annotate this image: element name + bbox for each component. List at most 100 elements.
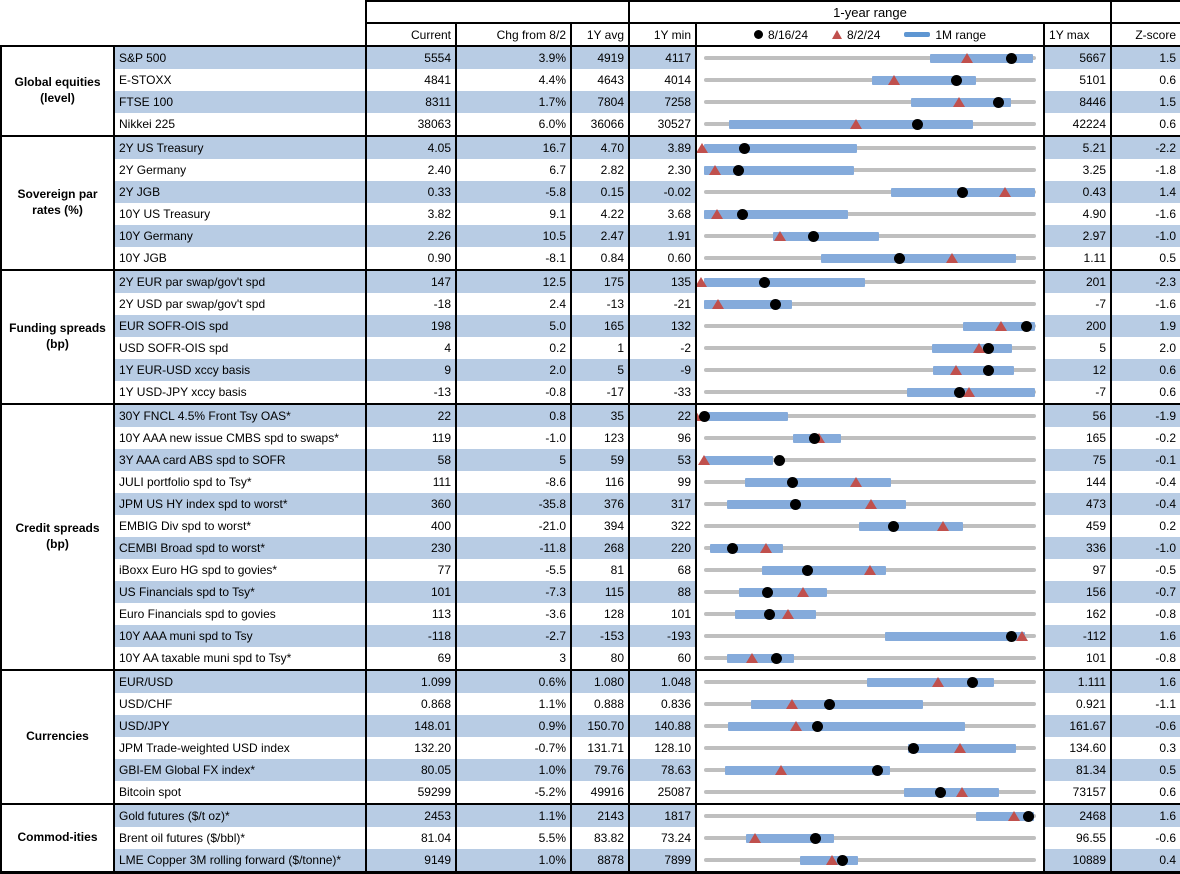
chg-from-8-2-value: -5.8: [455, 181, 571, 203]
row-label: 3Y AAA card ABS spd to SOFR: [113, 449, 366, 471]
chg-from-8-2-value: -7.3: [455, 581, 571, 603]
one-month-range-bar: [704, 143, 858, 153]
chg-from-8-2-value: 0.8: [455, 403, 571, 427]
one-month-range-bar: [745, 477, 891, 487]
range-cell: [695, 449, 1045, 471]
row-label: GBI-EM Global FX index*: [113, 759, 366, 781]
1y-max-value: 2468: [1043, 803, 1112, 827]
1y-avg-value: 175: [569, 269, 630, 293]
table-row: 1Y EUR-USD xccy basis 9 2.0 5 -9 12 0.6: [1, 359, 1180, 381]
1y-min-value: 73.24: [628, 827, 697, 849]
1y-max-value: 5.21: [1043, 135, 1112, 159]
col-header-z-score: Z-score: [1110, 22, 1180, 47]
range-cell: [695, 91, 1045, 113]
1y-min-value: 0.60: [628, 247, 697, 270]
range-track: [704, 100, 1037, 104]
1y-min-value: 78.63: [628, 759, 697, 781]
1y-max-value: 134.60: [1043, 737, 1112, 759]
current-value: 0.33: [365, 181, 456, 203]
header-spacer: [1, 1, 366, 23]
current-dot-marker: [763, 608, 775, 620]
current-value: -118: [365, 625, 456, 647]
range-track: [704, 324, 1037, 328]
one-month-range-bar: [738, 587, 828, 597]
row-label: E-STOXX: [113, 69, 366, 91]
range-cell: [695, 759, 1045, 781]
one-month-range-bar: [931, 343, 1013, 353]
current-dot-marker: [1005, 630, 1017, 642]
1y-max-value: -112: [1043, 625, 1112, 647]
current-value: 132.20: [365, 737, 456, 759]
1y-max-value: 0.921: [1043, 693, 1112, 715]
row-label: 10Y AAA muni spd to Tsy: [113, 625, 366, 647]
current-value: 113: [365, 603, 456, 625]
group-label: Currencies: [0, 669, 115, 804]
current-dot-marker: [790, 498, 801, 510]
1y-avg-value: 0.15: [569, 181, 630, 203]
current-value: 59299: [365, 781, 456, 804]
table-row: 2Y JGB 0.33 -5.8 0.15 -0.02 0.43 1.4: [1, 181, 1180, 203]
row-label: S&P 500: [113, 45, 366, 69]
z-score-value: 2.0: [1110, 337, 1180, 359]
chg-from-8-2-value: 5.5%: [455, 827, 571, 849]
1y-max-value: -7: [1043, 381, 1112, 404]
chg-from-8-2-value: 5.0: [455, 315, 571, 337]
1y-avg-value: -13: [569, 293, 630, 315]
table-row: EMBIG Div spd to worst* 400 -21.0 394 322 459…: [1, 515, 1180, 537]
1y-avg-value: 2.47: [569, 225, 630, 247]
chart-legend: 8/16/24 8/2/24 1M range: [695, 22, 1046, 47]
row-label: 10Y JGB: [113, 247, 366, 270]
z-score-value: 0.5: [1110, 247, 1180, 270]
range-cell: [695, 715, 1045, 737]
current-value: 3.82: [365, 203, 456, 225]
current-value: 81.04: [365, 827, 456, 849]
current-dot-marker: [1022, 810, 1034, 822]
row-label: Nikkei 225: [113, 113, 366, 136]
current-dot-marker: [736, 208, 748, 220]
prior-triangle-marker: [774, 765, 787, 775]
1y-avg-value: 2.82: [569, 159, 630, 181]
one-month-range-bar: [867, 677, 994, 687]
z-score-value: 1.5: [1110, 45, 1180, 69]
1y-max-value: 1.111: [1043, 669, 1112, 693]
table-row: 10Y Germany 2.26 10.5 2.47 1.91 2.97 -1.0: [1, 225, 1180, 247]
one-month-range-bar: [933, 365, 1014, 375]
prior-triangle-marker: [931, 677, 944, 687]
1y-min-value: 3.68: [628, 203, 697, 225]
1y-min-value: 99: [628, 471, 697, 493]
row-label: EUR SOFR-OIS spd: [113, 315, 366, 337]
1y-min-value: 220: [628, 537, 697, 559]
current-dot-marker: [773, 454, 785, 466]
current-dot-marker: [983, 342, 995, 354]
one-month-range-bar: [704, 411, 788, 421]
prior-triangle-marker: [709, 165, 722, 175]
chg-from-8-2-value: 0.6%: [455, 669, 571, 693]
table-row: 1Y USD-JPY xccy basis -13 -0.8 -17 -33 -7 0.6: [1, 381, 1180, 404]
table-row: 10Y AAA muni spd to Tsy -118 -2.7 -153 -193 -…: [1, 625, 1180, 647]
current-dot-marker: [808, 230, 820, 242]
chg-from-8-2-value: 6.7: [455, 159, 571, 181]
1y-max-value: 459: [1043, 515, 1112, 537]
z-score-value: 1.6: [1110, 669, 1180, 693]
z-score-value: 0.6: [1110, 113, 1180, 136]
1y-avg-value: 123: [569, 427, 630, 449]
prior-triangle-marker: [972, 343, 985, 353]
1y-min-value: 88: [628, 581, 697, 603]
current-dot-marker: [761, 586, 773, 598]
1y-avg-value: -153: [569, 625, 630, 647]
prior-triangle-marker: [746, 653, 759, 663]
current-value: 5554: [365, 45, 456, 69]
current-dot-marker: [967, 676, 979, 688]
range-cell: [695, 693, 1045, 715]
z-score-value: -1.0: [1110, 225, 1180, 247]
1y-max-value: 5667: [1043, 45, 1112, 69]
1y-max-value: 3.25: [1043, 159, 1112, 181]
1y-avg-value: 59: [569, 449, 630, 471]
current-dot-marker: [812, 720, 824, 732]
table-row: 10Y US Treasury 3.82 9.1 4.22 3.68 4.90 -1.6: [1, 203, 1180, 225]
range-title: 1-year range: [628, 0, 1113, 24]
1y-max-value: 165: [1043, 427, 1112, 449]
chg-from-8-2-value: 16.7: [455, 135, 571, 159]
range-cell: [695, 269, 1045, 293]
prior-triangle-marker: [790, 721, 803, 731]
